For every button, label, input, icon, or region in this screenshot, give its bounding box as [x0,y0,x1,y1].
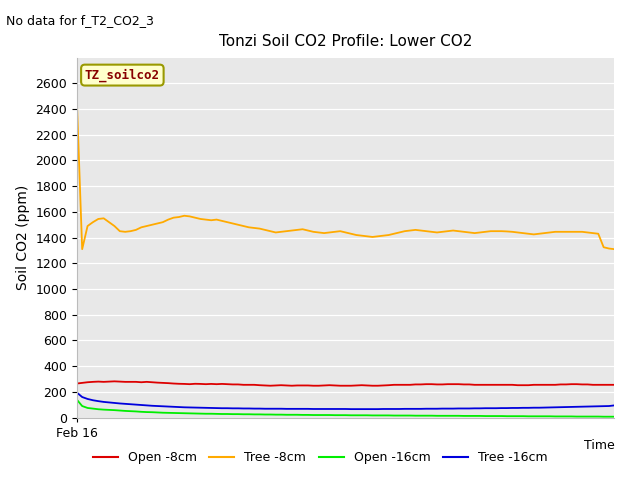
Legend: Open -8cm, Tree -8cm, Open -16cm, Tree -16cm: Open -8cm, Tree -8cm, Open -16cm, Tree -… [88,446,552,469]
Title: Tonzi Soil CO2 Profile: Lower CO2: Tonzi Soil CO2 Profile: Lower CO2 [219,35,472,49]
Text: TZ_soilco2: TZ_soilco2 [85,68,160,82]
Text: No data for f_T2_CO2_3: No data for f_T2_CO2_3 [6,14,154,27]
Text: Time: Time [584,439,614,452]
Y-axis label: Soil CO2 (ppm): Soil CO2 (ppm) [15,185,29,290]
